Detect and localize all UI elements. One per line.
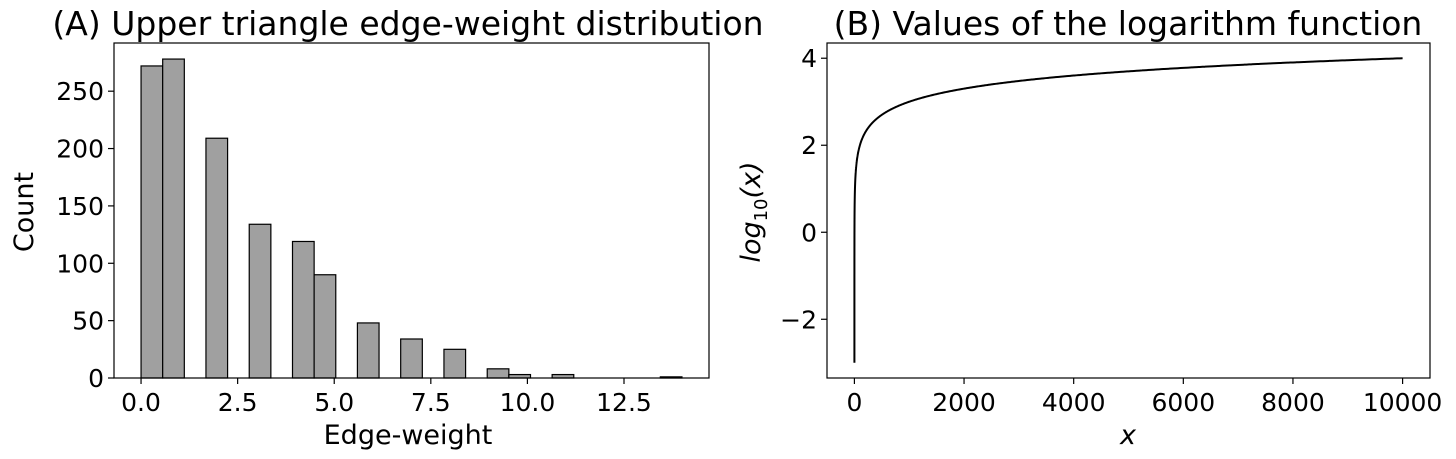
y-tick-label: 0 [88, 364, 104, 393]
histogram-bars [140, 58, 683, 379]
histogram-axes-frame [113, 42, 710, 379]
y-tick-label: 100 [56, 249, 104, 278]
x-tick-label: 4000 [1042, 388, 1106, 417]
histogram-bar [205, 137, 229, 379]
x-tick-label: 6000 [1152, 388, 1216, 417]
y-tick-label: −2 [780, 305, 817, 334]
x-tick-label: 10.0 [500, 388, 556, 417]
histogram-bar [486, 368, 510, 379]
x-tick-label: 2000 [932, 388, 996, 417]
x-tick-label: 12.5 [596, 388, 652, 417]
histogram-x-label: Edge-weight [324, 420, 493, 451]
histogram-y-label: Count [9, 172, 40, 252]
histogram-bar [162, 58, 185, 379]
histogram-bar [140, 65, 164, 379]
x-tick-label: 5.0 [314, 388, 354, 417]
x-tick-label: 0 [846, 388, 862, 417]
histogram-bar [313, 274, 337, 379]
y-tick-label: 150 [56, 192, 104, 221]
log-y-label-sub: 10 [751, 198, 772, 221]
y-tick-label: 200 [56, 135, 104, 164]
log-axes-frame [826, 42, 1431, 379]
y-tick-label: 4 [801, 44, 817, 73]
log-y-ticks: −2 0 2 4 [780, 44, 827, 334]
histogram-bar [356, 322, 380, 379]
histogram-bar [400, 338, 423, 379]
log-panel: (B) Values of the logarithm function 0 20… [736, 4, 1442, 451]
x-tick-label: 2.5 [218, 388, 258, 417]
y-tick-label: 2 [801, 131, 817, 160]
y-tick-label: 50 [72, 307, 104, 336]
histogram-x-ticks: 0.0 2.5 5.0 7.5 10.0 12.5 [121, 378, 652, 417]
histogram-bar [443, 348, 467, 379]
log-y-label-main: log [736, 221, 767, 262]
log-title: (B) Values of the logarithm function [834, 4, 1423, 43]
x-tick-label: 0.0 [121, 388, 161, 417]
histogram-bar [291, 240, 315, 379]
y-tick-label: 250 [56, 77, 104, 106]
log-y-label: log10(x) [736, 161, 772, 262]
histogram-title: (A) Upper triangle edge-weight distribut… [52, 4, 763, 43]
log-y-label-arg: (x) [736, 161, 767, 198]
histogram-panel: (A) Upper triangle edge-weight distribut… [9, 4, 764, 451]
log-x-ticks: 0 2000 4000 6000 8000 10000 [846, 378, 1442, 417]
log-series-line [853, 57, 1403, 363]
log-x-label: x [1119, 420, 1137, 451]
x-tick-label: 10000 [1363, 388, 1443, 417]
x-tick-label: 8000 [1261, 388, 1325, 417]
histogram-y-ticks: 0 50 100 150 200 250 [56, 77, 114, 393]
y-tick-label: 0 [801, 218, 817, 247]
x-tick-label: 7.5 [411, 388, 451, 417]
histogram-bar [248, 223, 272, 379]
